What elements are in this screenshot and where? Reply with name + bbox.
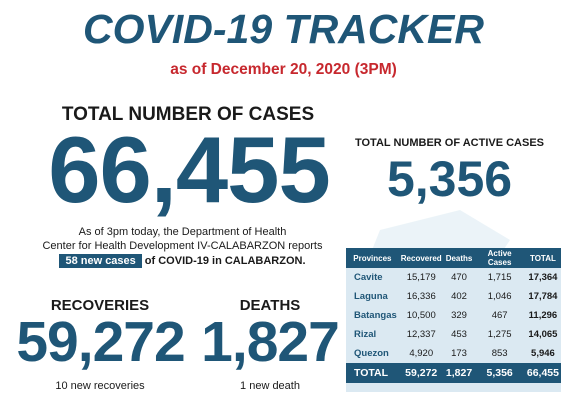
deaths-cell: 453 — [451, 329, 467, 340]
province-name: Rizal — [354, 329, 377, 340]
province-table-grid: Provinces Recovered Deaths Active Cases … — [346, 248, 561, 383]
table-header-row: Provinces Recovered Deaths Active Cases … — [346, 248, 561, 268]
new-recoveries-text: 10 new recoveries — [55, 380, 145, 392]
deaths-value: 1,827 — [201, 310, 340, 374]
report-text: As of 3pm today, the Department of Healt… — [10, 225, 355, 268]
active-cell: 1,046 — [487, 291, 512, 302]
report-line-3: 58 new cases of COVID-19 in CALABARZON. — [10, 254, 355, 268]
table-row: Batangas 10,500 329 467 11,296 — [346, 306, 561, 325]
province-name: Cavite — [354, 272, 383, 283]
deaths-cell: 329 — [451, 310, 467, 321]
province-table: Provinces Recovered Deaths Active Cases … — [346, 248, 561, 392]
recoveries-label: RECOVERIES — [50, 297, 150, 314]
header-active-cases: Active Cases — [474, 248, 525, 268]
header-total: TOTAL — [524, 248, 561, 268]
grand-total: 66,455 — [524, 363, 561, 383]
total-cell: 17,784 — [528, 291, 558, 302]
new-deaths-text: 1 new death — [240, 380, 300, 392]
deaths-cell: 470 — [451, 272, 467, 283]
recoveries-value: 59,272 — [16, 310, 185, 374]
total-cell: 11,296 — [528, 310, 558, 321]
active-cases-label: TOTAL NUMBER OF ACTIVE CASES — [354, 137, 545, 149]
table-row: Cavite 15,179 470 1,715 17,364 — [346, 268, 561, 287]
report-line-2: Center for Health Development IV-CALABAR… — [42, 240, 323, 252]
header-deaths: Deaths — [443, 248, 475, 268]
active-cell: 467 — [491, 310, 508, 321]
table-total-row: TOTAL 59,272 1,827 5,356 66,455 — [346, 363, 561, 383]
table-row: Quezon 4,920 173 853 5,946 — [346, 344, 561, 363]
province-name: Laguna — [354, 291, 388, 302]
total-cases-label: TOTAL NUMBER OF CASES — [61, 104, 315, 125]
report-line-3-rest: of COVID-19 in CALABARZON. — [144, 255, 306, 267]
as-of-date: as of December 20, 2020 (3PM) — [170, 61, 397, 78]
total-cell: 17,364 — [528, 272, 558, 283]
deaths-label: DEATHS — [239, 297, 301, 314]
active-cell: 853 — [491, 348, 508, 359]
new-cases-badge: 58 new cases — [59, 254, 142, 268]
recovered-cell: 15,179 — [406, 272, 436, 283]
recovered-cell: 12,337 — [406, 329, 436, 340]
province-name: Quezon — [354, 348, 389, 359]
total-row-label: TOTAL — [346, 363, 399, 383]
total-cell: 5,946 — [531, 348, 555, 359]
total-active: 5,356 — [474, 363, 525, 383]
recovered-cell: 10,500 — [406, 310, 436, 321]
table-row: Laguna 16,336 402 1,046 17,784 — [346, 287, 561, 306]
deaths-cell: 402 — [451, 291, 467, 302]
deaths-cell: 173 — [451, 348, 467, 359]
total-cell: 14,065 — [528, 329, 558, 340]
header-recovered: Recovered — [398, 248, 444, 268]
page-title: COVID-19 TRACKER — [83, 6, 484, 52]
active-cell: 1,275 — [487, 329, 512, 340]
table-row: Rizal 12,337 453 1,275 14,065 — [346, 325, 561, 344]
total-recovered: 59,272 — [398, 363, 444, 383]
total-deaths: 1,827 — [443, 363, 475, 383]
header-provinces: Provinces — [346, 248, 399, 268]
recovered-cell: 4,920 — [409, 348, 434, 359]
total-cases-value: 66,455 — [48, 117, 331, 222]
province-name: Batangas — [354, 310, 397, 321]
active-cases-value: 5,356 — [386, 151, 513, 207]
report-line-1: As of 3pm today, the Department of Healt… — [78, 226, 287, 238]
recovered-cell: 16,336 — [406, 291, 436, 302]
active-cell: 1,715 — [487, 272, 512, 283]
